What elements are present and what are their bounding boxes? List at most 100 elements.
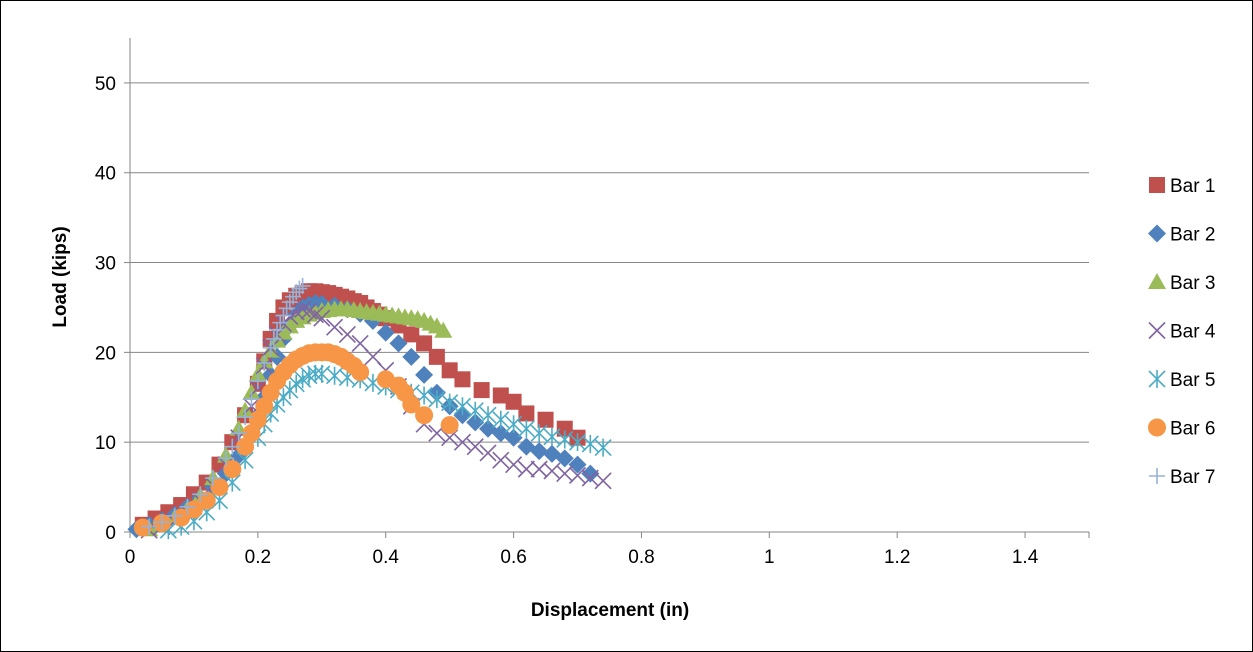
data-point	[415, 365, 434, 384]
legend-label: Bar 7	[1170, 467, 1215, 488]
data-point	[428, 390, 446, 409]
legend-marker	[1149, 468, 1165, 484]
x-tick-label: 0.2	[245, 547, 271, 568]
x-tick-label: 1.2	[884, 547, 910, 568]
x-tick-label: 1	[764, 547, 775, 568]
data-point	[594, 472, 612, 490]
data-point	[517, 460, 535, 478]
data-point	[210, 478, 229, 497]
data-point	[184, 500, 203, 519]
legend-item-bar-3: Bar 3	[1148, 273, 1215, 294]
legend-marker	[1148, 321, 1166, 340]
data-point	[440, 416, 459, 435]
data-point	[441, 362, 458, 379]
data-point	[415, 406, 434, 425]
axes: 0 10 20 30 40 50 0 0.2 0.4 0.6 0.8 1 1.2 1.4	[95, 38, 1090, 568]
data-point	[230, 425, 247, 442]
data-point	[473, 382, 490, 399]
data-point	[237, 409, 254, 426]
data-point	[504, 428, 523, 447]
data-point	[262, 339, 279, 356]
data-point	[217, 450, 234, 467]
data-point	[568, 455, 587, 474]
data-point	[141, 518, 158, 535]
data-point	[505, 393, 522, 410]
data-point	[434, 321, 453, 338]
data-point	[338, 325, 356, 343]
data-point	[223, 460, 242, 479]
legend-item-bar-6: Bar 6	[1148, 418, 1215, 440]
x-axis-title: Displacement (in)	[531, 600, 689, 621]
data-point	[555, 449, 574, 468]
series-bar-6	[133, 343, 459, 537]
legend-label: Bar 1	[1170, 176, 1215, 197]
x-tick-label: 1.4	[1012, 547, 1039, 568]
legend-marker	[1149, 177, 1165, 193]
data-point	[287, 303, 305, 321]
data-point	[428, 348, 445, 365]
data-point	[454, 371, 471, 388]
data-point	[205, 470, 222, 487]
series-bar-7	[141, 277, 311, 535]
data-point	[466, 413, 485, 432]
data-point	[291, 280, 308, 297]
legend-item-bar-2: Bar 2	[1148, 224, 1215, 246]
data-point	[466, 401, 484, 420]
data-point	[594, 438, 612, 457]
data-point	[505, 456, 523, 474]
data-point	[517, 419, 535, 438]
y-tick-label: 40	[95, 164, 116, 185]
legend-item-bar-5: Bar 5	[1148, 370, 1215, 391]
legend-item-bar-7: Bar 7	[1149, 467, 1215, 488]
data-point	[265, 330, 282, 347]
data-point	[133, 518, 152, 537]
data-point	[453, 433, 472, 451]
legend-label: Bar 4	[1170, 322, 1216, 343]
data-point	[518, 405, 535, 422]
plot-area	[127, 277, 612, 540]
data-point	[236, 437, 255, 456]
data-point	[505, 415, 523, 434]
data-point	[326, 318, 344, 336]
y-tick-label: 30	[95, 254, 116, 275]
data-point	[242, 424, 261, 443]
data-point	[172, 508, 191, 527]
legend: Bar 1 Bar 2 Bar 3 Bar 4 Bar 5 Bar 6 Bar 7	[1148, 176, 1216, 488]
data-point	[376, 323, 395, 342]
data-point	[294, 300, 312, 318]
data-point	[537, 411, 554, 428]
data-point	[492, 451, 510, 469]
data-point	[453, 397, 472, 416]
data-point	[197, 491, 216, 510]
data-point	[248, 410, 267, 429]
data-point	[285, 288, 302, 305]
data-point	[441, 393, 459, 412]
legend-marker	[1148, 224, 1166, 243]
y-axis-title: Load (kips)	[50, 226, 71, 327]
data-point	[581, 464, 600, 483]
data-point	[416, 335, 433, 352]
data-point	[294, 277, 311, 294]
legend-label: Bar 5	[1170, 370, 1215, 391]
data-point	[402, 395, 421, 414]
data-point	[166, 507, 183, 524]
legend-marker	[1148, 273, 1166, 289]
data-point	[389, 334, 408, 353]
data-point	[192, 486, 209, 503]
data-point	[492, 410, 510, 429]
gridlines	[130, 82, 1089, 443]
y-tick-label: 0	[105, 523, 116, 544]
data-point	[530, 442, 549, 461]
data-point	[224, 438, 241, 455]
legend-marker	[1148, 418, 1166, 437]
data-point	[556, 420, 573, 437]
data-point	[255, 397, 274, 416]
data-point	[466, 438, 484, 456]
x-tick-label: 0.6	[500, 547, 526, 568]
legend-item-bar-4: Bar 4	[1148, 321, 1216, 343]
data-point	[275, 307, 292, 324]
legend-label: Bar 2	[1170, 225, 1215, 246]
data-point	[581, 434, 599, 453]
